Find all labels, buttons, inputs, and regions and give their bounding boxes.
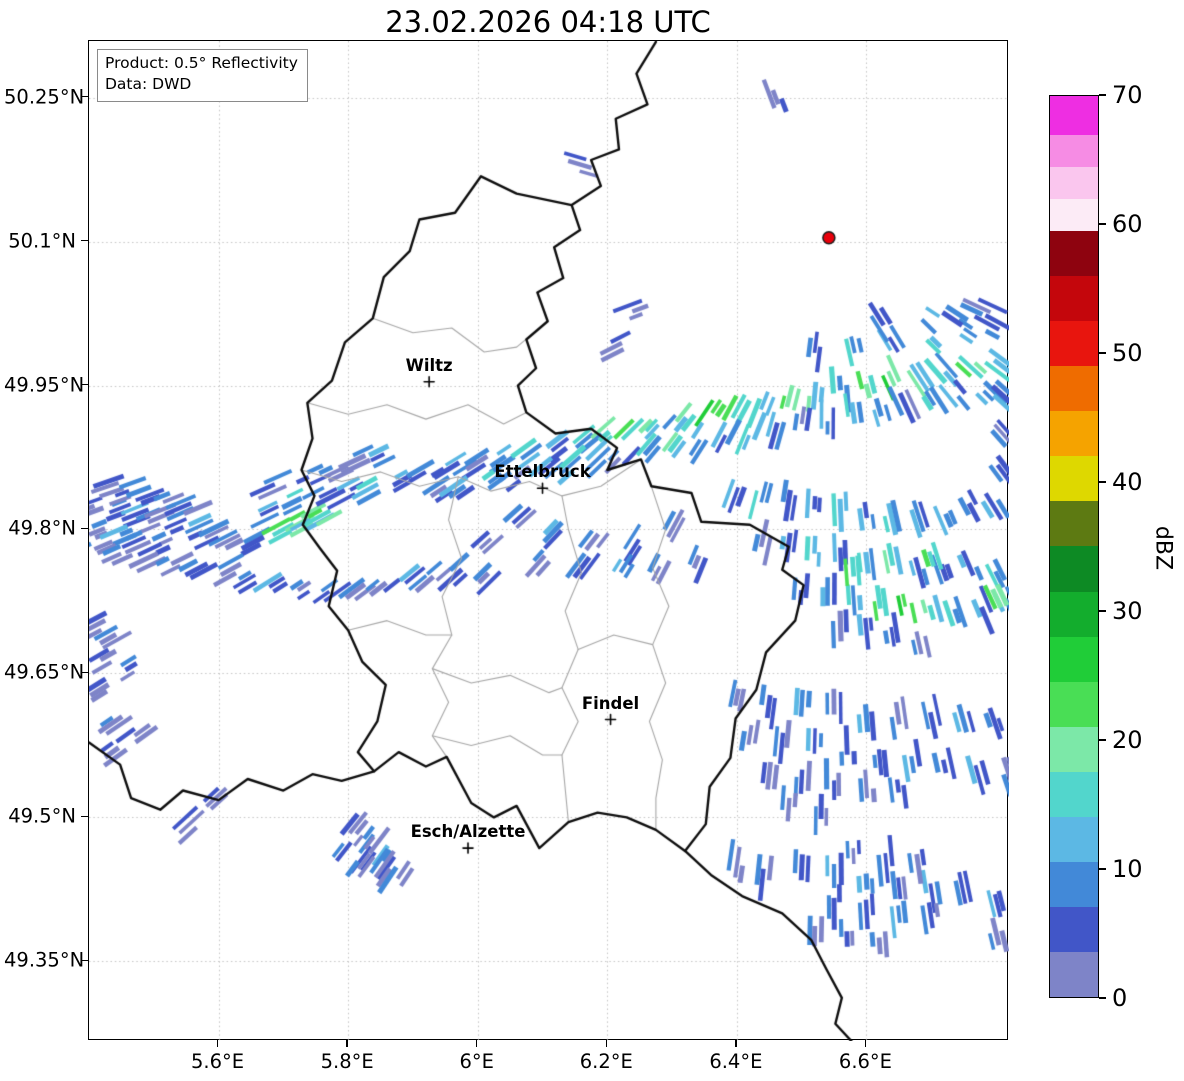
colorbar-tick-mark bbox=[1099, 739, 1106, 741]
city-label-wiltz: Wiltz bbox=[405, 355, 453, 375]
colorbar-segment bbox=[1050, 816, 1098, 862]
city-label-ettelbruck: Ettelbruck bbox=[494, 462, 591, 482]
lat-tick-label: 49.8°N bbox=[8, 516, 76, 540]
colorbar-tick-mark bbox=[1099, 868, 1106, 870]
lon-tick-label: 5.8°E bbox=[320, 1050, 374, 1073]
colorbar-segment bbox=[1050, 231, 1098, 277]
lon-tick-label: 5.6°E bbox=[191, 1050, 245, 1073]
lon-tick-mark bbox=[346, 1040, 348, 1047]
figure-title: 23.02.2026 04:18 UTC bbox=[385, 5, 711, 39]
colorbar-segment bbox=[1050, 591, 1098, 637]
colorbar-segment bbox=[1050, 726, 1098, 772]
colorbar-segment bbox=[1050, 501, 1098, 547]
lat-tick-mark bbox=[81, 527, 88, 530]
colorbar-segment bbox=[1050, 96, 1098, 135]
lon-tick-label: 6.6°E bbox=[838, 1050, 892, 1073]
lat-tick-label: 49.65°N bbox=[4, 660, 85, 684]
colorbar-tick-label: 0 bbox=[1112, 984, 1128, 1012]
colorbar-segment bbox=[1050, 198, 1098, 232]
colorbar-segment bbox=[1050, 861, 1098, 907]
colorbar bbox=[1049, 95, 1099, 998]
lon-tick-mark bbox=[216, 1040, 219, 1047]
product-info-box: Product: 0.5° Reflectivity Data: DWD bbox=[97, 49, 308, 102]
lat-tick-mark bbox=[81, 959, 88, 962]
lon-tick-mark bbox=[605, 1040, 608, 1047]
colorbar-segment bbox=[1050, 681, 1098, 727]
lat-tick-mark bbox=[81, 815, 88, 818]
colorbar-tick-label: 20 bbox=[1112, 726, 1143, 754]
colorbar-tick-label: 70 bbox=[1112, 81, 1143, 109]
colorbar-segment bbox=[1050, 276, 1098, 322]
colorbar-segment bbox=[1050, 166, 1098, 199]
colorbar-segment bbox=[1050, 546, 1098, 592]
city-label-esch-alzette: Esch/Alzette bbox=[410, 822, 526, 842]
colorbar-tick-mark bbox=[1099, 997, 1106, 999]
colorbar-unit-label: dBZ bbox=[1150, 525, 1176, 571]
colorbar-segment bbox=[1050, 636, 1098, 682]
lat-tick-mark bbox=[81, 95, 88, 98]
lon-tick-mark bbox=[735, 1040, 737, 1047]
lat-tick-label: 49.35°N bbox=[4, 948, 85, 972]
lon-tick-mark bbox=[475, 1040, 478, 1047]
radar-map-canvas bbox=[89, 41, 1009, 1041]
lon-tick-mark bbox=[864, 1040, 867, 1047]
colorbar-tick-label: 10 bbox=[1112, 855, 1143, 883]
colorbar-tick-mark bbox=[1099, 94, 1106, 96]
colorbar-segment bbox=[1050, 456, 1098, 502]
colorbar-tick-mark bbox=[1099, 352, 1106, 354]
colorbar-segment bbox=[1050, 906, 1098, 952]
product-line: Product: 0.5° Reflectivity bbox=[105, 54, 298, 72]
lon-tick-label: 6.4°E bbox=[709, 1050, 763, 1073]
colorbar-tick-label: 40 bbox=[1112, 468, 1143, 496]
lat-tick-label: 50.1°N bbox=[8, 229, 76, 253]
map-plot-area: Wiltz Ettelbruck Findel Esch/Alzette Produc… bbox=[88, 40, 1009, 1041]
colorbar-segment bbox=[1050, 951, 1098, 997]
lat-tick-mark bbox=[81, 239, 88, 242]
colorbar-tick-label: 60 bbox=[1112, 210, 1143, 238]
lon-tick-label: 6°E bbox=[459, 1050, 494, 1073]
lat-tick-label: 49.5°N bbox=[8, 804, 76, 828]
data-source-line: Data: DWD bbox=[105, 75, 192, 94]
colorbar-segment bbox=[1050, 411, 1098, 457]
lat-tick-mark bbox=[81, 671, 88, 674]
colorbar-segment bbox=[1050, 134, 1098, 167]
lat-tick-label: 49.95°N bbox=[4, 373, 85, 397]
lat-tick-mark bbox=[81, 383, 88, 386]
colorbar-tick-mark bbox=[1099, 610, 1106, 612]
lat-tick-label: 50.25°N bbox=[4, 85, 85, 109]
colorbar-segment bbox=[1050, 771, 1098, 817]
lon-tick-label: 6.2°E bbox=[579, 1050, 633, 1073]
colorbar-tick-label: 30 bbox=[1112, 597, 1143, 625]
colorbar-segment bbox=[1050, 366, 1098, 412]
colorbar-tick-mark bbox=[1099, 481, 1106, 483]
city-label-findel: Findel bbox=[581, 693, 640, 713]
colorbar-segment bbox=[1050, 321, 1098, 367]
colorbar-tick-label: 50 bbox=[1112, 339, 1143, 367]
colorbar-tick-mark bbox=[1099, 223, 1106, 225]
